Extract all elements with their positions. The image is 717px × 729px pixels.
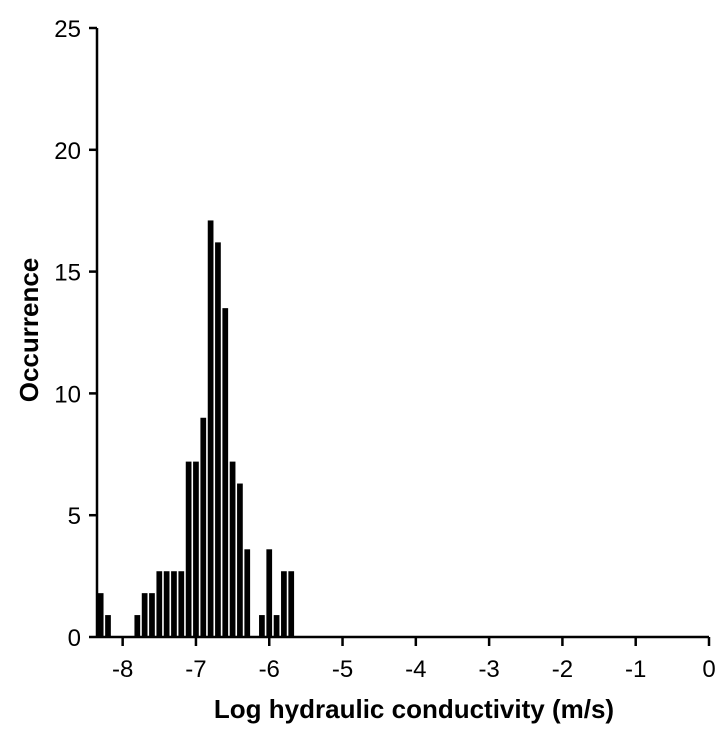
- histogram-bar: [244, 549, 251, 637]
- histogram-bar: [266, 549, 273, 637]
- y-tick-label: 15: [54, 260, 81, 287]
- x-tick-label: -3: [478, 656, 499, 683]
- x-tick-label: -1: [625, 656, 646, 683]
- x-tick-label: -7: [185, 656, 206, 683]
- y-tick-label: 10: [54, 381, 81, 408]
- x-axis-ticks: -8 -7 -6 -5 -4 -3 -2 -1 0: [112, 637, 716, 683]
- histogram-bar: [207, 220, 214, 637]
- histogram-bar: [281, 571, 287, 637]
- histogram-bar: [97, 593, 104, 637]
- histogram-bar: [163, 571, 170, 637]
- histogram-bar: [222, 308, 229, 637]
- x-axis-title: Log hydraulic conductivity (m/s): [214, 694, 614, 724]
- histogram-bar: [273, 615, 280, 637]
- y-axis-title: Occurrence: [14, 258, 44, 403]
- y-tick-label: 0: [68, 625, 81, 652]
- histogram-bar: [200, 417, 207, 637]
- histogram-bar: [288, 571, 295, 637]
- histogram-bar: [193, 461, 199, 637]
- histogram-bar: [215, 242, 221, 637]
- x-tick-label: -4: [405, 656, 426, 683]
- y-tick-label: 25: [54, 16, 81, 43]
- histogram-bar: [141, 593, 148, 637]
- x-tick-label: -2: [552, 656, 573, 683]
- x-tick-label: -5: [332, 656, 353, 683]
- histogram-bar: [134, 615, 141, 637]
- x-tick-label: -8: [112, 656, 133, 683]
- x-tick-label: 0: [702, 656, 715, 683]
- x-tick-label: -6: [259, 656, 280, 683]
- histogram-bar: [259, 615, 265, 637]
- bars-group: [97, 220, 295, 637]
- y-tick-label: 20: [54, 138, 81, 165]
- histogram-bar: [171, 571, 177, 637]
- histogram-bar: [237, 483, 243, 637]
- histogram-bar: [185, 461, 192, 637]
- histogram-bar: [149, 593, 155, 637]
- histogram-bar: [156, 571, 163, 637]
- y-tick-label: 5: [68, 503, 81, 530]
- histogram-bar: [229, 461, 236, 637]
- histogram-bar: [105, 615, 111, 637]
- y-axis-ticks: 0 5 10 15 20 25: [54, 16, 97, 652]
- histogram-bar: [178, 571, 185, 637]
